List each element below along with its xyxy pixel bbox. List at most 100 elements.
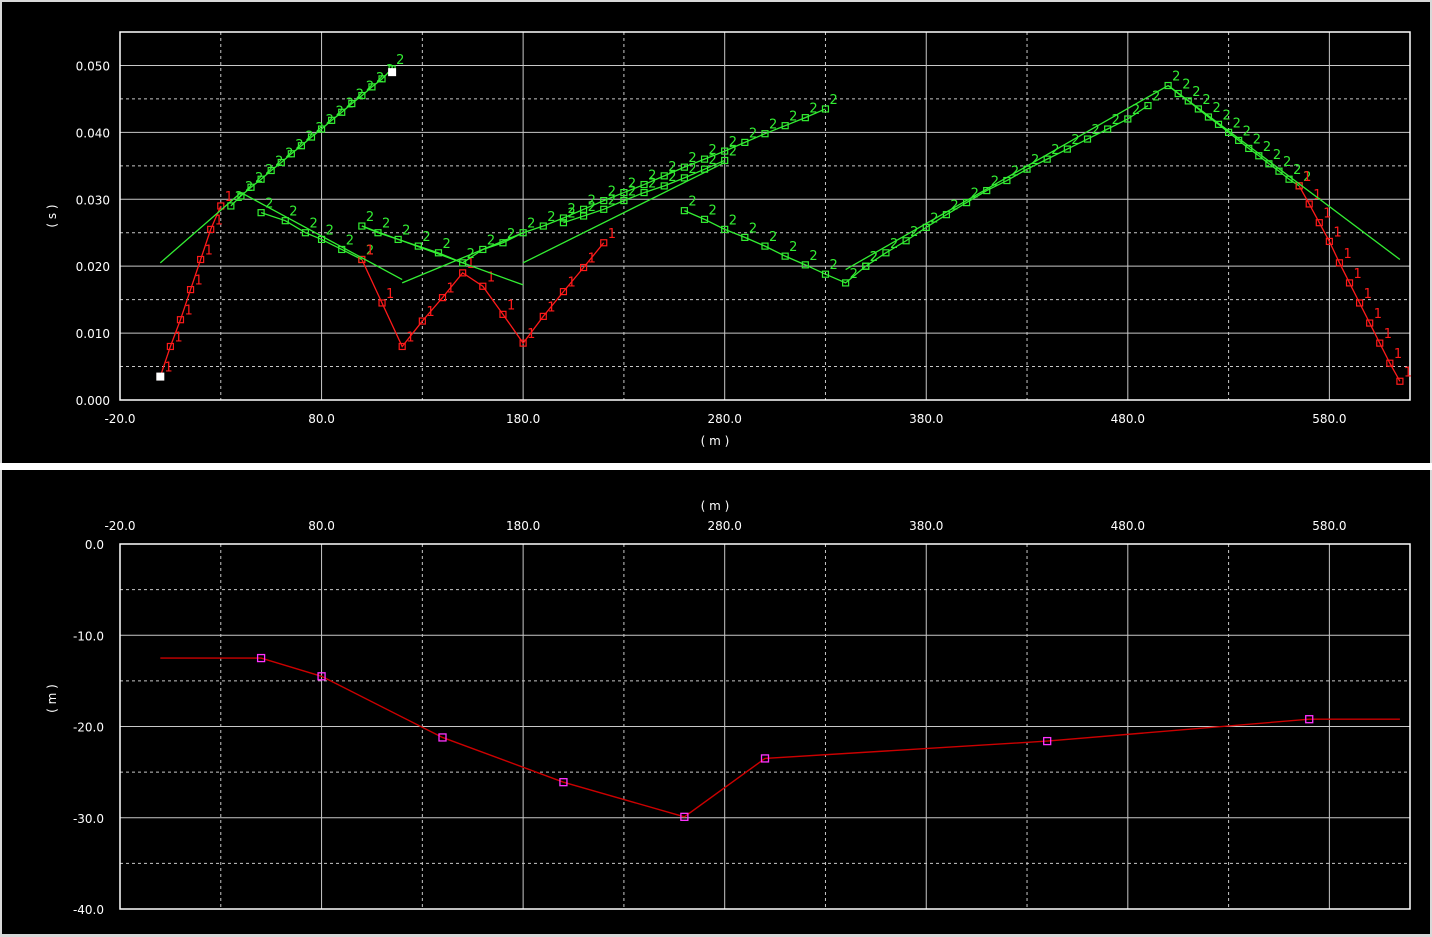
data-point bbox=[1194, 105, 1202, 113]
data-point bbox=[438, 294, 447, 302]
point-label: 2 bbox=[709, 143, 717, 158]
data-point bbox=[1376, 339, 1384, 347]
series-line bbox=[159, 192, 242, 264]
x-tick-label: 480.0 bbox=[1111, 412, 1145, 426]
point-label: 2 bbox=[326, 113, 334, 128]
panel-divider[interactable] bbox=[0, 463, 1432, 470]
data-point bbox=[579, 212, 588, 220]
y-tick-label: -40.0 bbox=[73, 903, 104, 917]
data-point bbox=[479, 245, 487, 254]
series bbox=[522, 161, 725, 264]
data-point bbox=[317, 125, 326, 133]
profile-point bbox=[1043, 736, 1052, 746]
series bbox=[845, 84, 1169, 271]
series-line bbox=[563, 159, 725, 224]
data-point bbox=[882, 249, 890, 257]
series-line bbox=[361, 225, 524, 286]
depth-profile-line bbox=[160, 657, 1400, 818]
traveltime-chart[interactable]: -20.0 80.0 180.0 280.0 380.0 480.0 580.0 0.000 0… bbox=[0, 0, 1432, 463]
depth-profile-chart[interactable]: -20.0 80.0 180.0 280.0 380.0 480.0 580.0 0.0 -10… bbox=[0, 470, 1432, 934]
point-label: 2 bbox=[1092, 123, 1100, 138]
profile-point bbox=[317, 672, 326, 681]
data-point bbox=[1174, 89, 1182, 98]
data-point bbox=[1124, 115, 1132, 123]
point-label: 1 bbox=[507, 298, 515, 313]
window-frame-bottom bbox=[0, 934, 1432, 937]
series bbox=[401, 232, 524, 284]
point-label: 2 bbox=[648, 177, 656, 192]
point-label: 1 bbox=[225, 190, 233, 205]
y-tick-label: 0.030 bbox=[76, 193, 110, 207]
point-label: 2 bbox=[1071, 133, 1079, 148]
point-label: 2 bbox=[1212, 101, 1220, 116]
data-point bbox=[479, 282, 487, 290]
y-tick-label: 0.040 bbox=[76, 126, 110, 140]
x-axis-label: ( m ) bbox=[701, 499, 730, 513]
data-point bbox=[721, 147, 729, 155]
series-line bbox=[1298, 185, 1401, 382]
y-tick-label: -10.0 bbox=[73, 629, 104, 643]
point-label: 1 bbox=[1343, 247, 1351, 262]
data-point bbox=[680, 163, 688, 171]
x-tick-label: 80.0 bbox=[308, 519, 335, 533]
point-label: 1 bbox=[406, 330, 414, 345]
x-tick-label: -20.0 bbox=[104, 412, 135, 426]
y-tick-label: 0.010 bbox=[76, 327, 110, 341]
series-line bbox=[845, 84, 1169, 271]
x-axis-label: ( m ) bbox=[701, 434, 730, 448]
point-label: 2 bbox=[265, 163, 273, 178]
x-tick-label: 180.0 bbox=[506, 519, 540, 533]
y-tick-label: 0.050 bbox=[76, 59, 110, 73]
grid bbox=[119, 32, 1410, 401]
data-point bbox=[761, 130, 769, 138]
point-label: 1 bbox=[215, 213, 223, 228]
data-point bbox=[1144, 101, 1152, 110]
point-label: 2 bbox=[275, 155, 283, 170]
series bbox=[1167, 85, 1401, 261]
point-label: 2 bbox=[309, 217, 317, 232]
data-point bbox=[600, 205, 608, 213]
point-label: 2 bbox=[1283, 155, 1291, 170]
point-label: 2 bbox=[769, 230, 777, 245]
point-label: 2 bbox=[588, 193, 596, 208]
data-point bbox=[227, 202, 235, 210]
data-point bbox=[1164, 81, 1172, 90]
point-label: 2 bbox=[709, 203, 717, 218]
point-label: 2 bbox=[729, 144, 737, 159]
series-line bbox=[865, 105, 1149, 267]
point-label: 1 bbox=[164, 361, 172, 376]
point-label: 1 bbox=[527, 327, 535, 342]
series-line bbox=[240, 192, 403, 281]
series: 222 222 bbox=[257, 197, 374, 264]
data-point bbox=[640, 188, 648, 197]
point-label: 2 bbox=[950, 199, 958, 214]
data-point bbox=[660, 182, 668, 190]
data-point bbox=[459, 259, 467, 267]
data-point bbox=[741, 138, 749, 146]
point-label: 2 bbox=[402, 223, 410, 238]
data-point bbox=[559, 288, 568, 296]
point-label: 1 bbox=[1384, 327, 1392, 342]
point-label: 2 bbox=[749, 126, 757, 141]
point-label: 2 bbox=[366, 210, 374, 225]
data-point bbox=[519, 339, 527, 347]
data-point bbox=[801, 261, 809, 269]
x-tick-label: 580.0 bbox=[1312, 412, 1346, 426]
point-label: 2 bbox=[1011, 165, 1019, 180]
data-point bbox=[166, 342, 174, 351]
x-tick-label: 280.0 bbox=[708, 519, 742, 533]
profile-point bbox=[559, 778, 568, 787]
point-label: 2 bbox=[870, 250, 878, 265]
data-point bbox=[519, 229, 527, 237]
series bbox=[240, 192, 403, 281]
point-label: 2 bbox=[769, 118, 777, 133]
point-label: 2 bbox=[709, 153, 717, 168]
point-label: 2 bbox=[688, 162, 696, 177]
data-point bbox=[257, 209, 265, 217]
point-label: 1 bbox=[1394, 347, 1402, 362]
point-label: 2 bbox=[1303, 170, 1311, 185]
point-label: 1 bbox=[1333, 225, 1341, 240]
series-line bbox=[522, 161, 725, 264]
data-point bbox=[700, 215, 709, 223]
